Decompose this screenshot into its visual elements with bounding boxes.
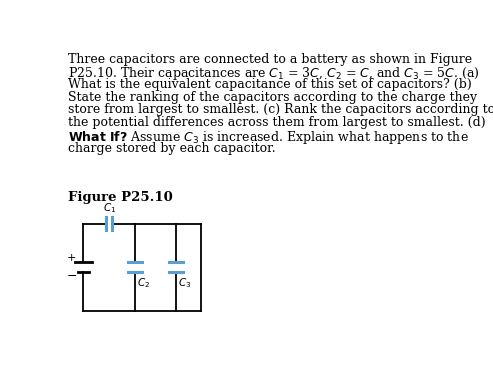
- Text: P25.10. Their capacitances are $C_1$ = 3$C$, $C_2$ = $C$, and $C_3$ = 5$C$. (a): P25.10. Their capacitances are $C_1$ = 3…: [68, 65, 480, 82]
- Text: State the ranking of the capacitors according to the charge they: State the ranking of the capacitors acco…: [68, 91, 477, 104]
- Text: $C_3$: $C_3$: [178, 276, 191, 290]
- Text: Three capacitors are connected to a battery as shown in Figure: Three capacitors are connected to a batt…: [68, 53, 472, 65]
- Text: $\mathbf{What\ If?}$ Assume $C_3$ is increased. Explain what happens to the: $\mathbf{What\ If?}$ Assume $C_3$ is inc…: [68, 129, 469, 146]
- Text: −: −: [67, 270, 77, 283]
- Text: $C_1$: $C_1$: [103, 201, 116, 215]
- Text: the potential differences across them from largest to smallest. (d): the potential differences across them fr…: [68, 116, 486, 129]
- Text: store from largest to smallest. (c) Rank the capacitors according to: store from largest to smallest. (c) Rank…: [68, 103, 493, 116]
- Text: $C_2$: $C_2$: [137, 276, 150, 290]
- Text: Figure P25.10: Figure P25.10: [68, 191, 173, 204]
- Text: +: +: [67, 253, 76, 263]
- Text: What is the equivalent capacitance of this set of capacitors? (b): What is the equivalent capacitance of th…: [68, 78, 472, 91]
- Text: charge stored by each capacitor.: charge stored by each capacitor.: [68, 141, 276, 154]
